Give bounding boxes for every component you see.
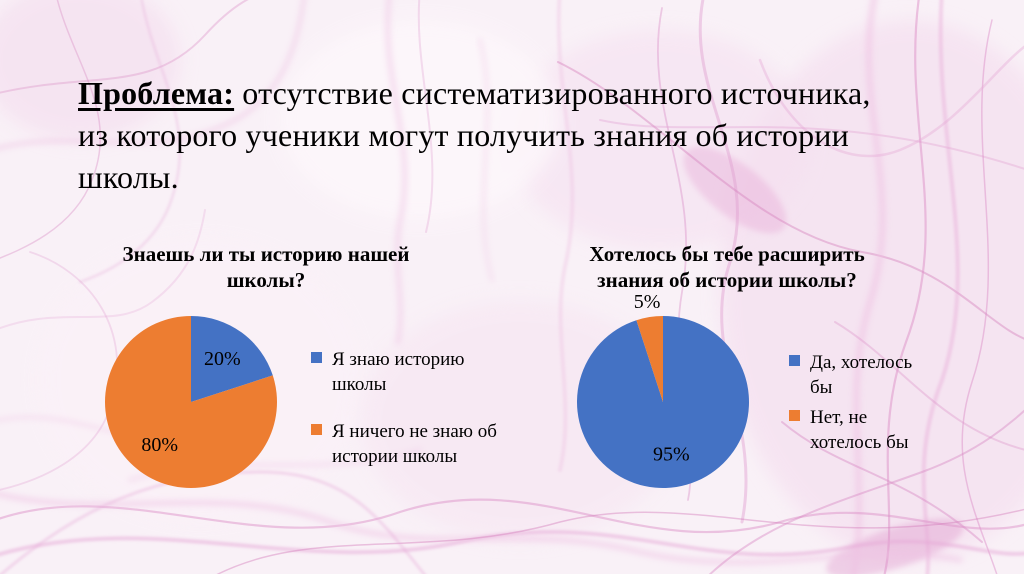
pie-slice-label: 80% [141,434,178,456]
pie-slice [191,316,273,402]
chart2-legend: Да, хотелось бы Нет, не хотелось бы [789,350,930,455]
legend-item: Я ничего не знаю об истории школы [311,419,497,469]
legend-label: Да, хотелось бы [810,352,913,398]
legend-label: Нет, не хотелось бы [810,407,909,453]
legend-item: Нет, не хотелось бы [789,405,930,455]
legend-swatch-orange [789,410,800,421]
chart1-title: Знаешь ли ты историю нашей школы? [122,242,410,292]
slide-title-keyword: Проблема: [78,75,235,111]
pie-chart-know-history: 20% 80% [105,316,277,488]
legend-item: Я знаю историю школы [311,347,497,397]
chart1-legend: Я знаю историю школы Я ничего не знаю об… [311,347,497,469]
slide-title-text: отсутствие систематизированного источник… [78,75,871,195]
legend-swatch-orange [311,424,322,435]
legend-swatch-blue [789,355,800,366]
legend-label: Я знаю историю школы [332,349,465,395]
pie-slice-label: 95% [653,444,690,466]
legend-item: Да, хотелось бы [789,350,930,400]
chart2-title: Хотелось бы тебе расширить знания об ист… [589,242,865,292]
pie-slice-label: 20% [204,348,241,370]
pie-slice [105,316,277,488]
legend-swatch-blue [311,352,322,363]
pie-slice-label: 5% [634,291,661,313]
slide-title: Проблема: отсутствие систематизированног… [78,72,878,198]
pie-slice [636,316,663,402]
legend-label: Я ничего не знаю об истории школы [332,421,497,467]
pie-chart-expand-knowledge: 95% 5% [577,291,749,488]
